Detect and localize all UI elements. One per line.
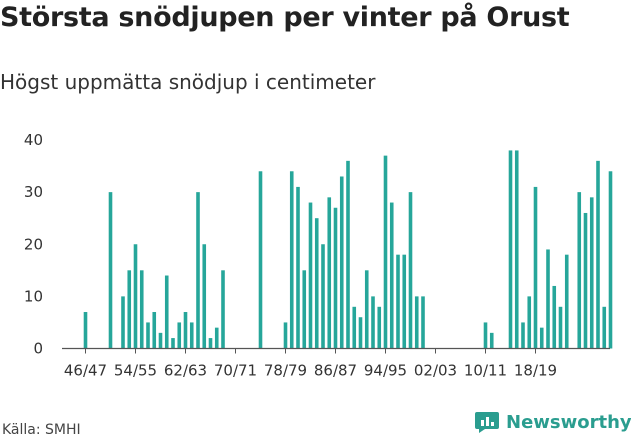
x-tick-label: 02/03 [414,362,457,380]
bar-96/97 [396,254,400,349]
bar-14/15 [508,150,513,349]
bar-83/84 [314,218,319,349]
y-tick-label: 10 [24,287,43,305]
bar-26/27 [583,212,588,349]
bar-undefined [596,160,600,349]
x-tick-label: 78/79 [264,362,307,380]
bar-90/91 [358,317,363,349]
y-tick-label: 0 [33,340,43,358]
x-tick-label: 54/55 [114,362,157,380]
bar-85/86 [327,197,332,349]
brand-logo: Newsworthy [474,410,631,434]
bar-52/53 [121,296,125,349]
bar-55/56 [139,270,144,349]
bar-20/21 [546,249,550,349]
bar-99/00 [414,296,419,349]
bar-68/69 [221,270,225,349]
bar-74/75 [258,171,263,349]
chart-title: Största snödjupen per vinter på Orust [0,2,570,33]
bar-16/17 [521,322,525,349]
bar-92/93 [371,296,375,349]
bar-97/98 [402,254,407,349]
bar-19/20 [539,327,544,349]
bar-64/65 [196,192,200,349]
bar-58/59 [158,332,163,349]
bar-18/19 [533,186,538,349]
brand-name: Newsworthy [506,411,631,433]
y-tick-label: 20 [24,235,43,253]
bar-undefined [602,306,607,349]
chart-subtitle: Högst uppmätta snödjup i centimeter [0,70,376,94]
x-tick-label: 10/11 [464,362,507,380]
bar-15/16 [514,150,519,349]
bar-17/18 [527,296,532,349]
x-tick-label: 94/95 [364,362,407,380]
bar-66/67 [208,338,213,349]
x-tick-label: 46/47 [64,362,107,380]
source-note: Källa: SMHI [2,422,81,438]
bar-27/28 [589,197,594,349]
bar-61/62 [177,322,182,349]
bar-10/11 [483,322,488,349]
x-tick-label: 18/19 [514,362,557,380]
y-tick-label: 30 [24,183,43,201]
bar-87/88 [339,176,344,349]
bar-80/81 [296,186,300,349]
bar-57/58 [152,312,157,349]
bar-50/51 [108,192,113,349]
bar-98/99 [408,192,413,349]
y-axis: 0 10 20 30 40 [24,131,43,358]
x-axis: 46/47 54/55 62/63 70/71 78/79 86/87 94/95 02/03… [62,347,610,380]
x-tick-label: 86/87 [314,362,357,380]
bar-11/12 [489,332,494,349]
bar-60/61 [171,338,175,349]
bar-84/85 [321,244,325,349]
bar-62/63 [183,312,188,349]
newsworthy-logo-icon [475,412,499,433]
x-tick-label: 62/63 [164,362,207,380]
bar-65/66 [202,244,207,349]
bar-89/90 [352,306,357,349]
bar-23/24 [564,254,569,349]
bar-86/87 [333,207,338,349]
bar-93/94 [377,306,382,349]
bar-21/22 [552,285,557,349]
bar-94/95 [383,155,388,349]
bar-54/55 [133,244,138,349]
bar-46/47 [83,312,88,349]
bar-95/96 [389,202,394,349]
bar-88/89 [346,160,350,349]
bar-67/68 [214,327,219,349]
bar-25/26 [577,192,582,349]
bar-63/64 [189,322,194,349]
bar-79/80 [289,171,294,349]
bar-81/82 [302,270,307,349]
bar-91/92 [364,270,369,349]
bar-78/79 [283,322,288,349]
bar-59/60 [164,275,169,349]
bar-53/54 [127,270,132,349]
bar-22/23 [558,306,563,349]
x-tick-label: 70/71 [214,362,257,380]
bar-82/83 [308,202,313,349]
bar-undefined [608,171,613,349]
bars [83,150,613,349]
bar-00/01 [421,296,425,349]
y-tick-label: 40 [24,131,43,149]
bar-56/57 [146,322,150,349]
